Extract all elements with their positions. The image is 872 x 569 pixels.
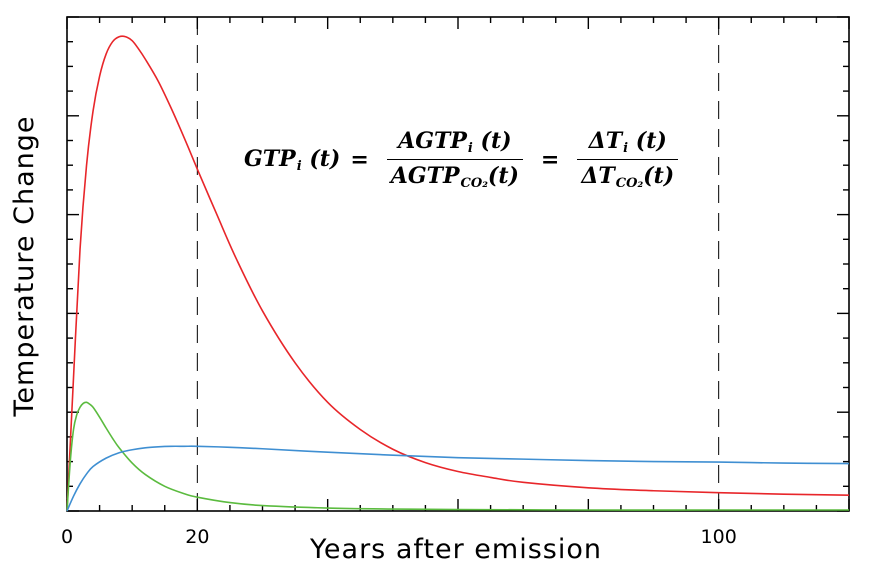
x-tick-label-100: 100 — [701, 526, 737, 548]
series-line-green — [66, 401, 849, 512]
y-axis-title: Temperature Change — [9, 116, 40, 418]
fraction-denominator: ΔTCO₂(t) — [577, 159, 679, 191]
formula-fraction-agtp: AGTPi (t) AGTPCO₂(t) — [386, 128, 523, 191]
series-line-red — [66, 35, 850, 512]
fraction-numerator: AGTPi (t) — [398, 128, 512, 156]
x-tick-label-0: 0 — [61, 526, 73, 548]
formula-lhs: GTPi (t) — [244, 145, 341, 174]
x-tick-label-20: 20 — [185, 526, 209, 548]
fraction-denominator: AGTPCO₂(t) — [386, 159, 523, 191]
gtp-formula: GTPi (t) = AGTPi (t) AGTPCO₂(t) = ΔTi (t… — [244, 128, 686, 191]
reference-lines — [196, 17, 720, 511]
plot-frame — [66, 16, 850, 512]
formula-equals-2: = — [540, 146, 560, 173]
series-group — [66, 35, 850, 512]
series-line-blue — [66, 445, 850, 512]
axis-ticks — [66, 16, 850, 512]
x-axis-title: Years after emission — [309, 534, 602, 565]
formula-fraction-delta-t: ΔTi (t) ΔTCO₂(t) — [577, 128, 679, 191]
fraction-numerator: ΔTi (t) — [588, 128, 667, 156]
x-tick-labels: 0 20 100 — [61, 526, 737, 548]
formula-equals-1: = — [350, 146, 369, 173]
